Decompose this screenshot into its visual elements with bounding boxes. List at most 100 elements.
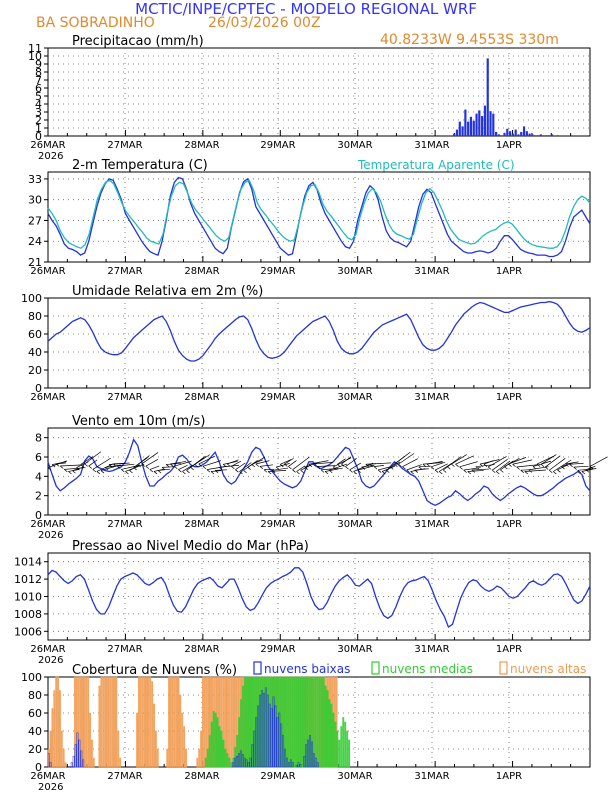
wind-arrow <box>292 456 310 471</box>
wind-arrow-head <box>553 471 557 475</box>
wind-arrow <box>52 461 67 465</box>
wind-arrow <box>88 459 98 467</box>
cloud-bar-nuvens-medias <box>322 676 325 768</box>
temp-xtick-label: 1APR <box>496 266 522 277</box>
cloud-bar-nuvens-baixas <box>243 757 246 768</box>
rh-ytick-label: 100 <box>21 292 42 305</box>
cloud-bar-nuvens-baixas <box>261 690 263 768</box>
wind-arrow <box>162 466 176 468</box>
wind-arrow-head <box>223 464 227 468</box>
cloud-bar-nuvens-baixas <box>239 750 242 768</box>
rh-ytick-label: 20 <box>28 364 42 377</box>
precip-bar <box>550 134 554 136</box>
wind-arrow-head <box>92 469 97 473</box>
pres-ytick-label: 1008 <box>14 608 42 621</box>
wind-arrow-head <box>190 467 194 471</box>
cloud-bar-nuvens-altas <box>155 730 157 768</box>
cloud-bar-nuvens-altas <box>92 757 95 768</box>
wind-arrow <box>561 462 574 467</box>
wind-arrow <box>117 463 135 467</box>
wind-arrow <box>288 460 297 467</box>
cloud-bar-nuvens-altas <box>102 676 105 768</box>
wind-arrow <box>194 454 210 465</box>
precip-xtick-label: 28MAR <box>184 140 219 151</box>
cloud-bar-nuvens-medias <box>340 726 343 768</box>
wind-arrow-head <box>357 469 361 473</box>
wind-arrow-head <box>214 470 219 474</box>
cloud-bar-nuvens-altas <box>185 748 187 768</box>
rh-xtick-label: 26MAR <box>30 392 65 403</box>
wind-arrow-head <box>288 466 292 470</box>
wind-arrow <box>402 458 418 468</box>
wind-arrow-head <box>149 469 154 473</box>
pres-xtick-label: 30MAR <box>337 644 372 655</box>
cloud-bar-nuvens-medias <box>250 676 252 768</box>
wind-arrow <box>394 451 411 465</box>
cloud-bar-nuvens-baixas <box>238 753 240 768</box>
wind-arrow <box>268 469 287 472</box>
precip-bar <box>467 121 470 136</box>
cloud-bar-nuvens-baixas <box>286 757 288 768</box>
precip-bar <box>508 131 512 136</box>
cloud-bar-nuvens-altas <box>55 676 58 768</box>
cloud-bar-nuvens-baixas <box>266 694 269 768</box>
wind-arrow-head <box>540 463 545 468</box>
cloud-bar-nuvens-altas <box>83 676 86 768</box>
wind-arrow <box>455 455 474 465</box>
wind-arrow-head <box>455 463 459 467</box>
wind-arrow <box>341 456 352 465</box>
header-run: 26/03/2026 00Z <box>208 15 321 31</box>
wind-arrow-head <box>483 463 488 467</box>
wind-arrow-head <box>581 471 586 475</box>
wind-arrow-head <box>129 470 133 474</box>
wind-arrow <box>536 456 554 465</box>
wind-arrow-head <box>516 466 520 470</box>
clouds-xtick-label: 27MAR <box>107 771 142 782</box>
wind-arrow-head <box>280 464 284 468</box>
wind-arrow-head <box>471 469 476 473</box>
wind-arrow-head <box>316 466 321 470</box>
precip-xtick-label: 31MAR <box>414 140 449 151</box>
cloud-bar-nuvens-baixas <box>241 754 244 768</box>
wind-arrow-head <box>573 466 577 470</box>
cloud-bar-nuvens-baixas <box>307 739 310 768</box>
wind-arrow <box>308 460 329 465</box>
wind-arrow-head <box>227 463 231 467</box>
wind-arrow-head <box>459 466 463 470</box>
wind-arrow <box>553 459 572 472</box>
rh-xtick-label: 27MAR <box>107 392 142 403</box>
wind-arrow-head <box>410 471 414 475</box>
wind-arrow <box>398 453 415 465</box>
wind-arrow <box>512 459 533 465</box>
wind-arrow-head <box>304 466 308 470</box>
cloud-bar-nuvens-medias <box>316 676 319 768</box>
wind-arrow-head <box>386 469 390 473</box>
wind-xtick-label: 26MAR <box>30 519 65 530</box>
cloud-bar-nuvens-altas <box>117 730 120 768</box>
precip-ytick-label: 8 <box>35 66 42 79</box>
wind-arrow-head <box>390 466 394 470</box>
cloud-bar-nuvens-altas <box>59 690 61 768</box>
wind-arrow <box>487 456 507 468</box>
wind-ytick-label: 0 <box>35 509 42 522</box>
cloud-legend-swatch <box>499 661 508 675</box>
cloud-bar-nuvens-medias <box>271 676 274 768</box>
precip-bar <box>475 113 478 136</box>
precip-panel <box>44 47 591 137</box>
precip-bar <box>506 128 509 136</box>
wind-arrow <box>467 470 484 472</box>
cloud-bar-nuvens-altas <box>232 676 234 768</box>
pres-xtick-label: 28MAR <box>184 644 219 655</box>
wind-arrow-head <box>231 466 235 470</box>
precip-bar <box>486 58 489 136</box>
pres-year-label: 2026 <box>38 655 63 666</box>
wind-arrow-head <box>487 466 492 470</box>
precip-bar <box>514 129 517 136</box>
wind-arrow <box>386 461 401 471</box>
precip-ytick-label: 1 <box>35 122 42 135</box>
cloud-bar-nuvens-medias <box>338 739 341 768</box>
wind-arrow-head <box>259 466 264 470</box>
wind-arrow <box>141 452 159 465</box>
wind-arrow <box>272 467 289 471</box>
cloud-bar-nuvens-altas <box>57 676 59 768</box>
